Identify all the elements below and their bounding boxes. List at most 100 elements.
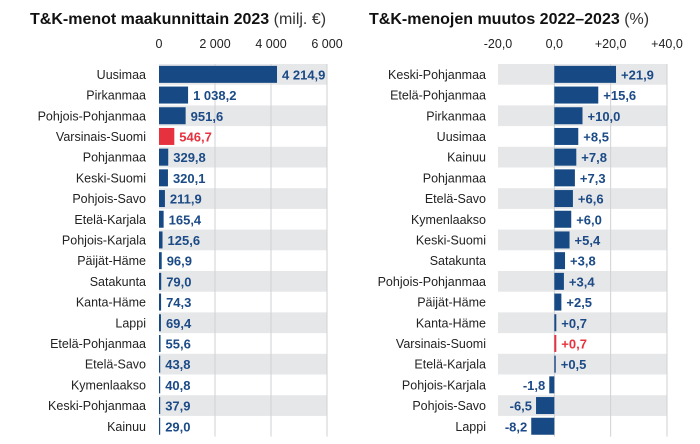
row-shade [159,146,327,168]
value-label: 40,8 [165,378,190,393]
category-label: Pohjois-Savo [72,192,146,206]
value-label: 4 214,9 [282,67,325,82]
category-label: Pohjois-Karjala [402,378,486,392]
value-label: -8,2 [505,419,527,434]
category-label: Keski-Suomi [416,233,486,247]
bar [159,231,163,249]
bar [159,252,162,270]
value-label: 55,6 [166,336,191,351]
tick-label: +20,0 [595,37,627,51]
bar [159,65,278,83]
bar [159,355,161,373]
category-label: Päijät-Häme [77,254,146,268]
bar [554,334,557,352]
bar [159,210,164,228]
row-shade [159,188,327,209]
value-label: +6,0 [576,212,602,227]
value-label: +21,9 [621,67,654,82]
bar [554,210,572,228]
value-label: +8,5 [583,129,609,144]
bar [554,107,583,125]
bar [554,65,617,83]
value-label: 69,4 [166,316,192,331]
value-label: -6,5 [510,399,532,414]
value-label: +10,0 [588,109,621,124]
bar [554,148,577,166]
category-label: Kymenlaakso [71,378,146,392]
category-label: Etelä-Pohjanmaa [390,89,486,103]
category-label: Etelä-Karjala [414,358,486,372]
bar [531,417,555,435]
category-label: Uusimaa [97,68,146,82]
category-label: Lappi [455,420,486,434]
value-label: 37,9 [165,399,190,414]
category-label: Pirkanmaa [86,89,146,103]
bar [554,272,564,290]
category-label: Kanta-Häme [76,296,146,310]
category-label: Pohjois-Pohjanmaa [378,275,486,289]
tick-label: 2 000 [199,37,230,51]
category-label: Etelä-Karjala [74,213,146,227]
category-label: Pohjois-Pohjanmaa [38,109,146,123]
bar [554,293,562,311]
category-label: Varsinais-Suomi [396,337,486,351]
bar [159,417,161,435]
row-shade [498,271,667,292]
chart-title-right: T&K-menojen muutos 2022–2023 (%) [369,11,649,28]
bar [554,355,556,373]
bar [554,231,570,249]
tick-label: 0 [156,37,163,51]
category-label: Keski-Pohjanmaa [388,68,486,82]
bar [159,107,186,125]
bar [159,169,168,187]
row-shade [498,312,667,334]
category-label: Kainuu [447,151,486,165]
category-label: Päijät-Häme [417,296,486,310]
category-label: Kainuu [107,420,146,434]
value-label: 329,8 [173,150,206,165]
bar [536,397,555,415]
tick-label: -20,0 [484,37,513,51]
category-label: Pirkanmaa [426,109,486,123]
bar [159,314,161,332]
bar [159,397,161,415]
tick-label: 6 000 [311,37,342,51]
row-shade [159,312,327,334]
bar [554,127,579,145]
value-label: 165,4 [169,212,202,227]
bar [554,252,566,270]
category-label: Kanta-Häme [416,316,486,330]
category-label: Etelä-Savo [425,192,486,206]
bar [159,86,189,104]
value-label: +15,6 [603,88,636,103]
row-shade [159,395,327,416]
value-label: +7,3 [580,171,606,186]
bar [159,293,162,311]
category-label: Kymenlaakso [411,213,486,227]
category-label: Satakunta [430,254,486,268]
value-label: +3,4 [569,274,595,289]
value-label: 79,0 [166,274,191,289]
category-label: Pohjois-Karjala [62,233,146,247]
value-label: -1,8 [523,378,545,393]
row-shade [159,353,327,375]
bar [159,190,165,208]
row-shade [498,353,667,375]
tick-label: 4 000 [255,37,286,51]
row-shade [159,229,327,251]
bar [159,148,169,166]
category-label: Keski-Pohjanmaa [48,399,146,413]
bar [554,190,573,208]
value-label: 96,9 [167,254,192,269]
bar [549,376,555,394]
chart-left: 0 2 000 4 000 6 000 Uusimaa 4 214,9 Pirkanmaa 1… [38,37,343,437]
value-label: 29,0 [165,419,190,434]
value-label: +7,8 [581,150,607,165]
bar [159,334,161,352]
row-shade [498,188,667,209]
chart-title-left: T&K-menot maakunnittain 2023 (milj. €) [30,11,326,28]
category-label: Varsinais-Suomi [56,130,146,144]
category-label: Uusimaa [437,130,486,144]
value-label: +0,7 [561,336,587,351]
bar [554,169,575,187]
